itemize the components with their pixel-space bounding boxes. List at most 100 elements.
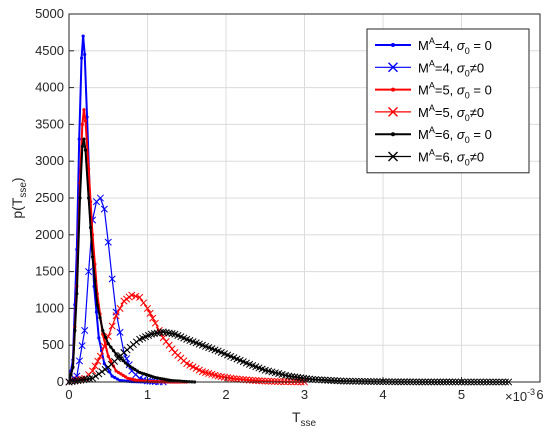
legend-label: MA=5, σ0≠0 [418, 103, 484, 123]
data-point [267, 377, 276, 385]
data-point [156, 328, 164, 337]
y-tick-label: 5000 [35, 6, 64, 21]
data-point [337, 377, 345, 385]
data-point [81, 34, 85, 38]
data-point [288, 372, 296, 381]
data-point [92, 372, 100, 380]
data-point [149, 314, 157, 322]
data-point [297, 374, 305, 382]
data-point [83, 375, 91, 383]
data-point [299, 374, 308, 382]
x-tick-label: 0 [65, 387, 72, 402]
data-point [116, 304, 124, 312]
data-point [136, 293, 144, 301]
data-point [110, 374, 114, 378]
data-point [343, 377, 351, 385]
data-point [82, 108, 86, 112]
data-point [106, 354, 110, 358]
data-point [128, 291, 136, 299]
legend-marker [391, 132, 395, 137]
y-tick-label: 1000 [35, 300, 64, 315]
data-point [85, 268, 93, 276]
data-point [233, 375, 241, 383]
data-point [94, 310, 99, 314]
data-point [114, 352, 118, 356]
legend-entry: MA=6, σ0 = 0 [375, 125, 492, 145]
data-point [132, 292, 140, 300]
data-point [78, 196, 82, 200]
data-point [111, 348, 116, 353]
x-tick-label: 5 [458, 387, 465, 402]
data-point [96, 352, 104, 360]
data-point [146, 309, 154, 317]
x-tick-label: 2 [222, 387, 229, 402]
data-point [101, 365, 109, 374]
x-tick-label: 6 [536, 387, 543, 402]
data-point [86, 375, 94, 383]
legend-marker [391, 87, 395, 92]
data-point [106, 342, 110, 346]
data-point [107, 370, 112, 374]
data-point [100, 205, 108, 213]
legend-marker [388, 106, 398, 117]
data-point [150, 330, 158, 338]
data-point [103, 335, 108, 339]
data-point [83, 119, 88, 123]
data-point [87, 196, 91, 200]
data-point [118, 378, 122, 383]
data-point [143, 304, 152, 312]
data-point [95, 303, 99, 307]
data-point [101, 328, 105, 333]
data-point [71, 365, 75, 369]
data-point [115, 377, 120, 381]
data-point [71, 377, 79, 385]
x-axis-label: Tsse [292, 409, 317, 429]
data-point [88, 367, 97, 375]
x-tick-label: 1 [144, 387, 151, 402]
data-point [165, 341, 173, 349]
data-point [135, 369, 139, 373]
data-point [119, 372, 123, 376]
x-tick-label: 4 [379, 387, 386, 402]
legend-entry: MA=4, σ0≠0 [375, 58, 484, 78]
data-point [121, 373, 125, 377]
data-point [69, 373, 73, 377]
data-point [123, 361, 128, 365]
data-point [94, 357, 102, 365]
legend-entry: MA=6, σ0≠0 [375, 148, 484, 168]
legend-entry: MA=4, σ0 = 0 [375, 36, 492, 56]
data-point [108, 275, 116, 283]
legend-label: MA=6, σ0 = 0 [418, 125, 492, 145]
data-point [74, 377, 82, 385]
data-point [96, 194, 104, 202]
data-point [162, 337, 170, 346]
legend-entry: MA=5, σ0 = 0 [375, 81, 492, 101]
y-tick-label: 2000 [35, 227, 64, 242]
data-point [119, 356, 123, 361]
data-point [90, 255, 95, 259]
data-point [82, 137, 86, 141]
y-tick-label: 4500 [35, 43, 64, 58]
data-point [91, 362, 99, 370]
data-point [305, 375, 313, 383]
data-point [85, 115, 89, 119]
data-point [159, 334, 167, 342]
data-point [75, 292, 79, 296]
y-tick-label: 4000 [35, 80, 64, 95]
data-point [81, 326, 89, 335]
ticks: 0 1 2 3 4 5 6 0 500 1000 1500 2000 2500 3000 3500 4000 4… [35, 6, 544, 402]
data-point [140, 299, 148, 307]
data-point [162, 328, 170, 337]
data-point [261, 377, 269, 385]
y-tick-label: 500 [42, 337, 64, 352]
data-point [285, 372, 293, 380]
y-tick-label: 0 [57, 374, 64, 389]
data-point [123, 375, 128, 379]
data-point [77, 137, 81, 141]
data-point [113, 375, 117, 380]
data-point [358, 377, 366, 385]
data-point [294, 373, 302, 381]
data-point [97, 336, 101, 340]
data-point [340, 377, 348, 385]
